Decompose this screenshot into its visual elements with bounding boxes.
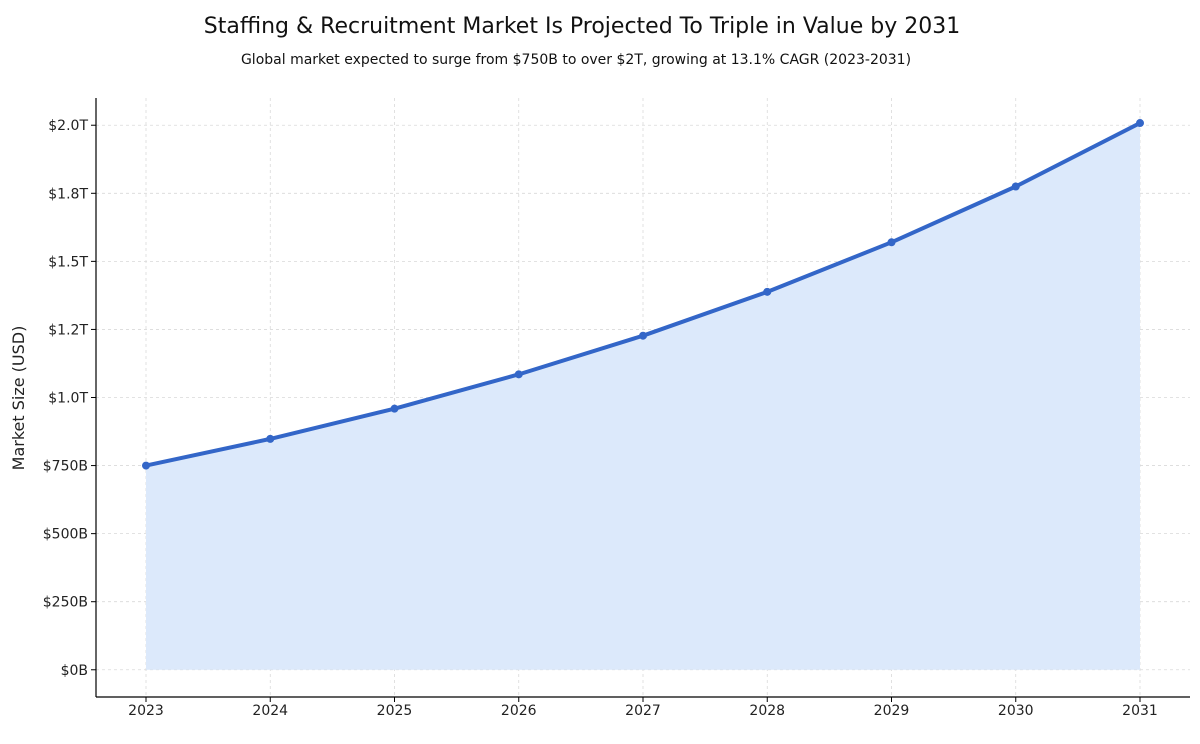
data-point-2031 [1136, 119, 1144, 128]
x-tick-label-5: 2028 [749, 703, 785, 719]
y-tick-label-1: $250B [43, 595, 88, 611]
chart-subtitle: Global market expected to surge from $75… [241, 52, 911, 68]
x-tick-label-6: 2029 [874, 703, 910, 719]
data-point-2023 [142, 461, 150, 470]
y-tick-label-3: $750B [43, 459, 88, 475]
y-tick-label-8: $2.0T [48, 118, 88, 134]
x-tick-label-3: 2026 [501, 703, 537, 719]
x-tick-label-8: 2031 [1122, 703, 1158, 719]
data-point-2028 [763, 287, 772, 296]
y-tick-label-2: $500B [43, 527, 88, 543]
data-point-2027 [639, 331, 647, 340]
data-point-2026 [514, 370, 523, 379]
y-axis-label: Market Size (USD) [9, 326, 28, 471]
axes [91, 98, 1190, 702]
y-tick-label-7: $1.8T [48, 186, 88, 202]
data-point-2025 [390, 404, 399, 413]
y-tick-label-0: $0B [61, 663, 88, 679]
data-point-2029 [887, 238, 896, 247]
x-tick-label-2: 2025 [377, 703, 413, 719]
tick-labels: $0B $250B $500B $750B $1.0T $1.2T $1.5T $1.8T $2… [43, 118, 1158, 719]
data-points [142, 119, 1144, 470]
x-tick-label-1: 2024 [252, 703, 288, 719]
y-tick-label-5: $1.2T [48, 322, 88, 338]
data-point-2024 [266, 434, 275, 443]
y-tick-label-6: $1.5T [48, 254, 88, 270]
chart-title: Staffing & Recruitment Market Is Project… [204, 14, 960, 39]
y-tick-label-4: $1.0T [48, 391, 88, 407]
x-tick-label-4: 2027 [625, 703, 661, 719]
data-point-2030 [1011, 182, 1020, 191]
area-layer [144, 121, 1142, 670]
x-tick-label-0: 2023 [128, 703, 164, 719]
area-fill [146, 123, 1140, 670]
x-tick-label-7: 2030 [998, 703, 1034, 719]
